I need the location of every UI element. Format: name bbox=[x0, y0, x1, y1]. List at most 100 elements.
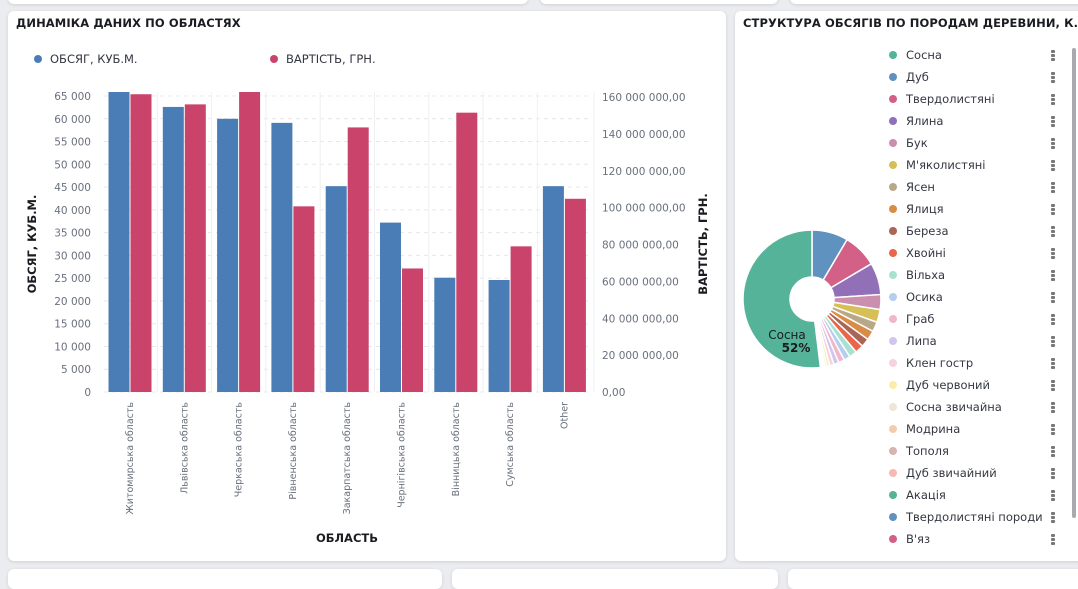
bar-volume[interactable] bbox=[162, 106, 184, 392]
bar-cost[interactable] bbox=[402, 268, 423, 392]
pie-legend-item[interactable]: Сосна звичайна bbox=[889, 396, 1061, 418]
legend-item-cost[interactable]: ВАРТІСТЬ, ГРН. bbox=[270, 52, 376, 66]
pie-legend-item[interactable]: Ялина bbox=[889, 110, 1061, 132]
legend-item-menu-icon[interactable] bbox=[1051, 314, 1055, 325]
pie-legend-item[interactable]: Ясен bbox=[889, 176, 1061, 198]
pie-legend-item[interactable]: В'яз bbox=[889, 528, 1061, 550]
pie-legend-item[interactable]: Акація bbox=[889, 484, 1061, 506]
x-tick-label: Черкаська область bbox=[234, 402, 245, 498]
legend-item-menu-icon[interactable] bbox=[1051, 94, 1055, 105]
pie-legend-item[interactable]: Вільха bbox=[889, 264, 1061, 286]
legend-scrollbar[interactable] bbox=[1072, 48, 1076, 518]
pie-legend-label: В'яз bbox=[906, 532, 931, 546]
bar-volume[interactable] bbox=[434, 277, 456, 392]
bar-cost[interactable] bbox=[456, 112, 478, 392]
legend-item-volume[interactable]: ОБСЯГ, КУБ.М. bbox=[34, 52, 138, 66]
pie-legend-label: Хвойні bbox=[906, 246, 946, 260]
bar-cost[interactable] bbox=[184, 104, 206, 392]
pie-legend-item[interactable]: Клен гостр bbox=[889, 352, 1061, 374]
legend-color-dot bbox=[889, 205, 897, 213]
pie-legend-item[interactable]: Тополя bbox=[889, 440, 1061, 462]
bar-cost[interactable] bbox=[564, 198, 586, 392]
legend-color-dot bbox=[889, 161, 897, 169]
pie-legend-label: Береза bbox=[906, 224, 949, 238]
legend-item-menu-icon[interactable] bbox=[1051, 534, 1055, 545]
y-tick-label: 60 000 bbox=[54, 114, 91, 126]
legend-color-dot bbox=[889, 491, 897, 499]
legend-item-menu-icon[interactable] bbox=[1051, 512, 1055, 523]
x-tick-label: Рівненська область bbox=[288, 402, 299, 500]
legend-item-menu-icon[interactable] bbox=[1051, 468, 1055, 479]
bar-volume[interactable] bbox=[217, 118, 239, 393]
x-tick-label: Other bbox=[559, 402, 570, 429]
pie-legend-item[interactable]: М'яколистяні bbox=[889, 154, 1061, 176]
legend-dot-volume bbox=[34, 55, 42, 63]
bar-cost[interactable] bbox=[510, 246, 532, 392]
bar-volume[interactable] bbox=[325, 186, 347, 392]
pie-legend-label: Твердолистяні породи bbox=[906, 510, 1043, 524]
legend-color-dot bbox=[889, 95, 897, 103]
legend-item-menu-icon[interactable] bbox=[1051, 446, 1055, 457]
legend-item-menu-icon[interactable] bbox=[1051, 380, 1055, 391]
legend-item-menu-icon[interactable] bbox=[1051, 336, 1055, 347]
legend-item-menu-icon[interactable] bbox=[1051, 226, 1055, 237]
legend-color-dot bbox=[889, 513, 897, 521]
legend-item-menu-icon[interactable] bbox=[1051, 402, 1055, 413]
x-tick-label: Сумська область bbox=[505, 402, 516, 487]
legend-color-dot bbox=[889, 249, 897, 257]
pie-legend-item[interactable]: Твердолистяні породи bbox=[889, 506, 1061, 528]
pie-legend-item[interactable]: Дуб bbox=[889, 66, 1061, 88]
background-panel-top-left bbox=[8, 0, 528, 4]
pie-legend-item[interactable]: Дуб звичайний bbox=[889, 462, 1061, 484]
pie-legend-label: Твердолистяні bbox=[906, 92, 995, 106]
legend-item-menu-icon[interactable] bbox=[1051, 50, 1055, 61]
pie-legend-item[interactable]: Граб bbox=[889, 308, 1061, 330]
pie-legend-item[interactable]: Дуб червоний bbox=[889, 374, 1061, 396]
legend-item-menu-icon[interactable] bbox=[1051, 270, 1055, 281]
legend-item-menu-icon[interactable] bbox=[1051, 160, 1055, 171]
pie-legend-item[interactable]: Твердолистяні bbox=[889, 88, 1061, 110]
bar-cost[interactable] bbox=[130, 94, 152, 392]
legend-item-menu-icon[interactable] bbox=[1051, 292, 1055, 303]
bar-cost[interactable] bbox=[239, 92, 261, 392]
pie-legend-item[interactable]: Липа bbox=[889, 330, 1061, 352]
legend-color-dot bbox=[889, 51, 897, 59]
bar-volume[interactable] bbox=[380, 222, 401, 392]
legend-color-dot bbox=[889, 271, 897, 279]
pie-legend-label: Дуб звичайний bbox=[906, 466, 997, 480]
legend-item-menu-icon[interactable] bbox=[1051, 116, 1055, 127]
legend-item-menu-icon[interactable] bbox=[1051, 490, 1055, 501]
legend-item-menu-icon[interactable] bbox=[1051, 204, 1055, 215]
bar-volume[interactable] bbox=[542, 186, 564, 392]
bar-volume[interactable] bbox=[271, 122, 293, 393]
y-tick-label: 15 000 bbox=[54, 319, 91, 331]
legend-item-menu-icon[interactable] bbox=[1051, 358, 1055, 369]
pie-legend-item[interactable]: Осика bbox=[889, 286, 1061, 308]
pie-legend-item[interactable]: Береза bbox=[889, 220, 1061, 242]
y2-tick-label: 60 000 000,00 bbox=[602, 276, 679, 288]
bar-cost[interactable] bbox=[347, 127, 369, 392]
pie-legend-label: Сосна звичайна bbox=[906, 400, 1002, 414]
legend-item-menu-icon[interactable] bbox=[1051, 72, 1055, 83]
pie-legend-item[interactable]: Бук bbox=[889, 132, 1061, 154]
pie-legend-item[interactable]: Модрина bbox=[889, 418, 1061, 440]
legend-color-dot bbox=[889, 73, 897, 81]
bar-volume[interactable] bbox=[488, 279, 510, 392]
legend-color-dot bbox=[889, 227, 897, 235]
legend-color-dot bbox=[889, 139, 897, 147]
pie-legend-item[interactable]: Сосна bbox=[889, 44, 1061, 66]
bar-volume[interactable] bbox=[108, 92, 130, 392]
legend-color-dot bbox=[889, 293, 897, 301]
legend-item-menu-icon[interactable] bbox=[1051, 424, 1055, 435]
legend-item-menu-icon[interactable] bbox=[1051, 248, 1055, 259]
pie-legend-item[interactable]: Хвойні bbox=[889, 242, 1061, 264]
pie-chart-title: СТРУКТУРА ОБСЯГІВ ПО ПОРОДАМ ДЕРЕВИНИ, К… bbox=[743, 16, 1078, 30]
pie-legend-label: Ялина bbox=[906, 114, 944, 128]
y-tick-label: 40 000 bbox=[54, 205, 91, 217]
bar-cost[interactable] bbox=[293, 206, 315, 392]
legend-item-menu-icon[interactable] bbox=[1051, 182, 1055, 193]
pie-legend-label: Клен гостр bbox=[906, 356, 974, 370]
legend-item-menu-icon[interactable] bbox=[1051, 138, 1055, 149]
y-tick-label: 30 000 bbox=[54, 250, 91, 262]
pie-legend-item[interactable]: Ялиця bbox=[889, 198, 1061, 220]
